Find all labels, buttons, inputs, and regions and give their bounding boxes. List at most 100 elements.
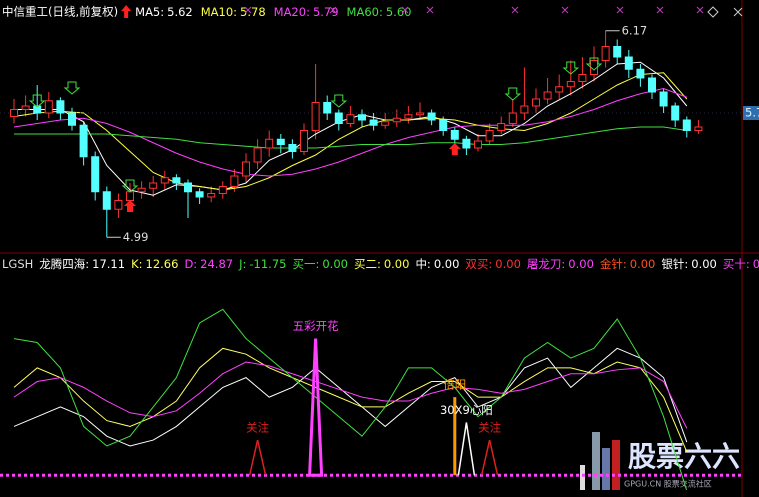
candle-body (416, 112, 424, 116)
signal-label: 关注 (478, 421, 501, 435)
candle-body (207, 193, 216, 198)
sell-arrow (562, 61, 580, 75)
candle-body (102, 191, 111, 210)
legend-name: 买十: (723, 257, 750, 271)
ma-line (14, 61, 688, 196)
price-tag (743, 106, 759, 120)
legend-value: 0.00 (322, 257, 348, 271)
candle-body (671, 105, 680, 121)
legend-value: 5.60 (386, 5, 412, 19)
legend-name: 龙腾四海: (39, 257, 89, 271)
candle-body (276, 138, 285, 145)
candle-body (79, 124, 88, 158)
y-tick-label: 5.7 (745, 106, 759, 120)
sell-arrow (585, 57, 603, 71)
candle-body (149, 182, 158, 189)
ma-line (14, 126, 687, 149)
sell-arrow (504, 87, 522, 101)
candle-body (230, 175, 239, 187)
legend-name: 屠龙刀: (527, 257, 565, 271)
legend-value: 17.11 (92, 257, 125, 271)
candle-body (450, 130, 459, 140)
legend-name: D: (184, 257, 197, 271)
candle-body (624, 56, 633, 70)
legend-value: 0.00 (495, 257, 521, 271)
candle-body (91, 156, 100, 193)
sell-arrow (28, 94, 46, 108)
buy-arrow (448, 143, 461, 155)
legend-value: 0.00 (568, 257, 594, 271)
indicator-line (13, 347, 688, 453)
watermark-bar (602, 448, 610, 490)
top-marker (426, 6, 434, 14)
candle-body (508, 112, 517, 124)
signal-triangle (457, 422, 476, 476)
candle-body (265, 138, 274, 149)
chart-title: 中信重工(日线,前复权) (2, 5, 118, 19)
signal-arrow-icon (121, 5, 132, 18)
candle-body (369, 119, 378, 126)
candle-body (474, 140, 482, 149)
top-marker (511, 6, 519, 14)
indicator-title: LGSH (2, 257, 33, 271)
watermark-bar (592, 432, 600, 490)
watermark: 股票六六 GPGU.CN 股票交流社区 (580, 432, 740, 490)
buy-arrow (124, 200, 136, 212)
candle-body (497, 123, 506, 131)
candle-body (218, 186, 227, 194)
candle-body (648, 77, 656, 93)
legend-value: 0.00 (384, 257, 410, 271)
candle-body (566, 81, 575, 88)
extreme-label: 4.99 (123, 230, 149, 244)
legend-name: K: (131, 257, 142, 271)
candle-body (323, 102, 332, 114)
top-marker (616, 6, 624, 14)
candle-body (195, 191, 204, 198)
legend-name: 买二: (354, 257, 381, 271)
indicator-line (13, 308, 688, 490)
legend-value: 0.00 (630, 257, 656, 271)
signal-label: 倍阳 (443, 378, 466, 392)
candle-body (242, 161, 250, 177)
ma-line (13, 72, 688, 191)
candle-body (126, 191, 134, 201)
candle-body (636, 68, 645, 79)
candle-body (682, 119, 691, 131)
icon-diamond[interactable] (707, 6, 719, 18)
legend-name: 银针: (661, 257, 688, 271)
watermark-bar (580, 465, 585, 490)
legend-name: 买一: (292, 257, 319, 271)
candle-body (21, 105, 30, 110)
top-marker (329, 6, 337, 14)
top-marker (244, 6, 252, 14)
sell-arrow (63, 81, 81, 95)
candle-body (532, 98, 540, 107)
sell-arrow (121, 179, 139, 193)
signal-label: 30X9心阳 (440, 403, 493, 417)
legend-value: 0.00 (434, 257, 460, 271)
candle-body (346, 114, 355, 124)
candle-body (543, 91, 552, 100)
legend-value: 5.78 (240, 5, 266, 19)
candle-body (392, 117, 401, 123)
candle-body (427, 112, 436, 121)
signal-label: 五彩开花 (293, 319, 339, 333)
candle-body (694, 126, 703, 131)
legend-value: 5.79 (313, 5, 339, 19)
icon-close[interactable] (733, 7, 743, 17)
top-marker (401, 6, 409, 14)
legend-name: MA60: (347, 5, 383, 19)
legend-value: 5.62 (167, 5, 193, 19)
candle-body (288, 144, 297, 152)
legend-value: 24.87 (200, 257, 233, 271)
candle-body (601, 46, 610, 61)
watermark-site: GPGU.CN 股票交流社区 (624, 479, 712, 489)
ma-line (13, 87, 687, 177)
candle-body (68, 112, 76, 126)
legend-name: MA5: (135, 5, 164, 19)
indicator-panel (0, 308, 742, 490)
candle-body (404, 114, 413, 119)
candle-body (358, 114, 366, 121)
legend-value: 0.00 (753, 257, 759, 271)
